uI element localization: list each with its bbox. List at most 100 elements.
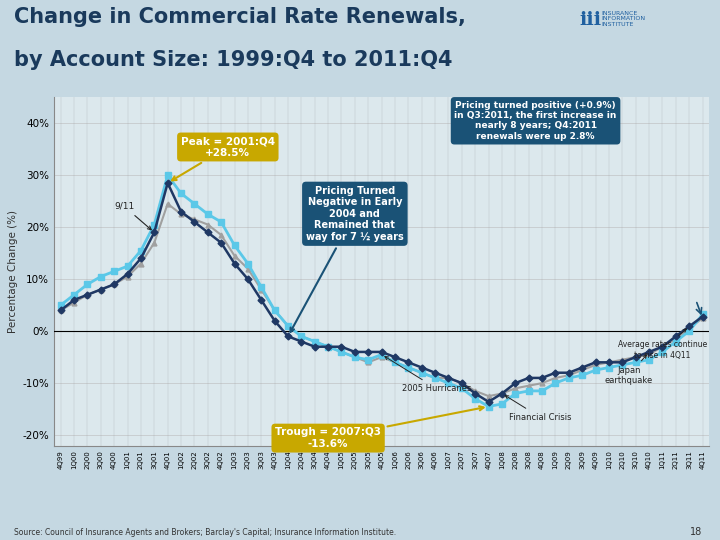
Midsized Accounts	[698, 311, 707, 318]
Large Accounts	[190, 216, 199, 222]
Large Accounts	[150, 240, 158, 246]
Large Accounts	[471, 388, 480, 394]
Midsized Accounts	[337, 349, 346, 355]
Small Accounts	[485, 399, 493, 405]
Small Accounts	[605, 359, 613, 366]
Text: Peak = 2001:Q4
+28.5%: Peak = 2001:Q4 +28.5%	[172, 136, 275, 180]
Midsized Accounts	[123, 263, 132, 269]
Small Accounts	[685, 323, 693, 330]
Large Accounts	[418, 369, 426, 376]
Midsized Accounts	[644, 356, 653, 363]
Small Accounts	[337, 343, 346, 350]
Large Accounts	[257, 286, 266, 293]
Large Accounts	[377, 354, 386, 360]
Midsized Accounts	[564, 375, 573, 381]
Large Accounts	[605, 359, 613, 366]
Text: Pricing turned positive (+0.9%)
in Q3:2011, the first increase in
nearly 8 years: Pricing turned positive (+0.9%) in Q3:20…	[454, 100, 617, 141]
Small Accounts	[217, 240, 225, 246]
Large Accounts	[391, 359, 400, 366]
Midsized Accounts	[364, 356, 372, 363]
Large Accounts	[123, 273, 132, 280]
Text: Japan
earthquake: Japan earthquake	[605, 355, 653, 385]
Midsized Accounts	[83, 281, 91, 288]
Large Accounts	[524, 382, 533, 389]
Small Accounts	[176, 208, 185, 215]
Text: Change in Commercial Rate Renewals,: Change in Commercial Rate Renewals,	[14, 7, 467, 27]
Midsized Accounts	[457, 385, 466, 392]
Midsized Accounts	[270, 307, 279, 314]
Small Accounts	[391, 354, 400, 360]
Midsized Accounts	[391, 359, 400, 366]
Large Accounts	[685, 325, 693, 332]
Small Accounts	[524, 375, 533, 381]
Midsized Accounts	[56, 302, 65, 308]
Small Accounts	[310, 343, 319, 350]
Large Accounts	[672, 336, 680, 342]
Midsized Accounts	[190, 200, 199, 207]
Midsized Accounts	[310, 338, 319, 345]
Text: Financial Crisis: Financial Crisis	[505, 396, 571, 422]
Large Accounts	[698, 315, 707, 321]
Small Accounts	[270, 318, 279, 324]
Large Accounts	[457, 380, 466, 386]
Large Accounts	[431, 375, 439, 381]
Large Accounts	[324, 343, 333, 350]
Line: Midsized Accounts: Midsized Accounts	[58, 172, 706, 410]
Midsized Accounts	[685, 328, 693, 334]
Midsized Accounts	[204, 211, 212, 218]
Midsized Accounts	[243, 260, 252, 267]
Midsized Accounts	[591, 367, 600, 373]
Midsized Accounts	[498, 401, 506, 407]
Small Accounts	[551, 369, 559, 376]
Midsized Accounts	[351, 354, 359, 360]
Midsized Accounts	[431, 375, 439, 381]
Small Accounts	[658, 343, 667, 350]
Small Accounts	[471, 390, 480, 397]
Small Accounts	[284, 333, 292, 340]
Large Accounts	[658, 343, 667, 350]
Midsized Accounts	[176, 190, 185, 197]
Y-axis label: Percentage Change (%): Percentage Change (%)	[8, 210, 18, 333]
Small Accounts	[538, 375, 546, 381]
Large Accounts	[511, 385, 520, 392]
Small Accounts	[377, 349, 386, 355]
Large Accounts	[70, 299, 78, 306]
Small Accounts	[564, 369, 573, 376]
Midsized Accounts	[524, 388, 533, 394]
Midsized Accounts	[471, 395, 480, 402]
Midsized Accounts	[538, 388, 546, 394]
Large Accounts	[538, 380, 546, 386]
Small Accounts	[257, 296, 266, 303]
Large Accounts	[337, 349, 346, 355]
Large Accounts	[204, 221, 212, 228]
Small Accounts	[672, 333, 680, 340]
Large Accounts	[56, 307, 65, 314]
Line: Small Accounts: Small Accounts	[58, 180, 705, 404]
Midsized Accounts	[578, 372, 587, 379]
Large Accounts	[364, 359, 372, 366]
Small Accounts	[444, 375, 453, 381]
Text: 18: 18	[690, 527, 702, 537]
Small Accounts	[123, 271, 132, 277]
Midsized Accounts	[404, 364, 413, 371]
Small Accounts	[618, 359, 626, 366]
Text: Average rates continue
to rise in 4Q11: Average rates continue to rise in 4Q11	[618, 329, 707, 360]
Large Accounts	[644, 352, 653, 358]
Text: Pricing Turned
Negative in Early
2004 and
Remained that
way for 7 ½ years: Pricing Turned Negative in Early 2004 an…	[290, 186, 404, 332]
Midsized Accounts	[511, 390, 520, 397]
Midsized Accounts	[605, 364, 613, 371]
Small Accounts	[230, 260, 239, 267]
Large Accounts	[243, 266, 252, 272]
Small Accounts	[243, 276, 252, 282]
Large Accounts	[404, 364, 413, 371]
Small Accounts	[190, 219, 199, 225]
Large Accounts	[83, 292, 91, 298]
Large Accounts	[110, 281, 119, 288]
Midsized Accounts	[297, 333, 306, 340]
Small Accounts	[70, 296, 78, 303]
Small Accounts	[404, 359, 413, 366]
Small Accounts	[204, 229, 212, 235]
Small Accounts	[324, 343, 333, 350]
Midsized Accounts	[163, 172, 172, 178]
Small Accounts	[137, 255, 145, 261]
